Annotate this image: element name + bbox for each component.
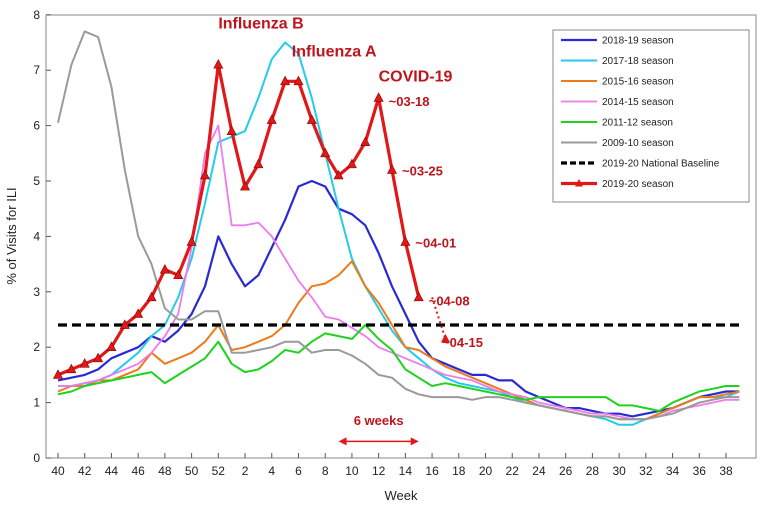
x-tick-label: 2 — [242, 464, 249, 478]
series-line-2011-12-season — [57, 324, 740, 412]
x-tick-label: 40 — [51, 464, 65, 478]
annotation-label: ~03-18 — [389, 94, 430, 109]
data-point — [320, 147, 331, 158]
x-tick-label: 30 — [612, 464, 626, 478]
y-tick-label: 1 — [33, 396, 40, 410]
x-tick-label: 52 — [212, 464, 226, 478]
span-label: 6 weeks — [354, 413, 404, 428]
series-layer — [53, 30, 740, 426]
legend-label: 2015-16 season — [602, 77, 674, 88]
annotation-label: Influenza A — [292, 43, 377, 60]
data-point — [199, 169, 210, 180]
x-tick-label: 46 — [131, 464, 145, 478]
data-point — [66, 363, 77, 374]
x-tick-label: 36 — [693, 464, 707, 478]
data-point — [146, 291, 157, 302]
x-tick-label: 44 — [105, 464, 119, 478]
data-point — [373, 92, 384, 102]
data-point — [159, 263, 170, 274]
data-point — [360, 136, 371, 147]
annotation-label: ~03-25 — [402, 163, 443, 178]
x-tick-label: 48 — [158, 464, 172, 478]
projection-point — [440, 333, 450, 343]
series-line-2019-20-season — [57, 63, 421, 377]
y-axis-title: % of Visits for ILI — [4, 187, 19, 284]
data-point — [93, 352, 104, 363]
legend-marker — [575, 179, 583, 187]
x-tick-label: 14 — [399, 464, 413, 478]
data-point — [213, 59, 224, 69]
annotation-label: ~04-08 — [429, 294, 470, 309]
data-point — [79, 358, 90, 368]
series-line-2017-18-season — [58, 41, 740, 426]
span-arrow-right — [410, 437, 419, 446]
x-tick-label: 8 — [322, 464, 329, 478]
span-arrow-left — [338, 437, 347, 446]
data-point — [240, 180, 251, 191]
data-point — [293, 75, 304, 86]
x-tick-label: 50 — [185, 464, 199, 478]
data-point — [346, 158, 357, 169]
data-point — [53, 369, 63, 379]
legend-label: 2009-10 season — [602, 138, 674, 149]
y-tick-label: 6 — [33, 119, 40, 133]
data-point — [186, 236, 197, 246]
data-point — [253, 158, 264, 169]
x-tick-label: 10 — [345, 464, 359, 478]
y-tick-label: 7 — [33, 63, 40, 77]
x-tick-label: 16 — [425, 464, 439, 478]
data-point — [226, 125, 237, 135]
x-tick-label: 32 — [639, 464, 653, 478]
x-tick-label: 24 — [532, 464, 546, 478]
y-tick-label: 0 — [33, 451, 40, 465]
legend-label: 2019-20 season — [602, 179, 674, 190]
annotation-label: Influenza B — [218, 16, 303, 33]
annotation-label: ~04-15 — [442, 335, 483, 350]
data-point — [400, 236, 411, 246]
data-point — [306, 114, 317, 124]
x-tick-label: 42 — [78, 464, 92, 478]
data-point — [173, 269, 184, 279]
legend-label: 2019-20 National Baseline — [602, 159, 720, 170]
x-tick-label: 22 — [506, 464, 520, 478]
data-point — [266, 114, 277, 124]
x-axis-title: Week — [385, 488, 418, 503]
data-point — [387, 164, 397, 174]
y-tick-label: 3 — [33, 285, 40, 299]
legend-label: 2014-15 season — [602, 97, 674, 108]
x-tick-label: 34 — [666, 464, 680, 478]
legend-box — [552, 29, 750, 203]
series-line-2018-19-season — [57, 179, 740, 418]
data-point — [333, 169, 344, 180]
x-tick-label: 38 — [719, 464, 733, 478]
data-point — [280, 75, 291, 86]
projection-line — [431, 297, 447, 340]
legend-label: 2011-12 season — [602, 118, 673, 129]
legend: 2018-19 season 2017-18 season 2015-16 seas… — [552, 29, 750, 203]
y-tick-label: 8 — [33, 8, 40, 22]
series-line-2009-10-season — [57, 30, 740, 421]
x-tick-label: 4 — [268, 464, 275, 478]
x-tick-label: 26 — [559, 464, 573, 478]
y-tick-label: 4 — [33, 229, 40, 243]
data-point — [413, 291, 424, 302]
data-point — [133, 308, 144, 318]
x-tick-label: 6 — [295, 464, 302, 478]
legend-label: 2017-18 season — [602, 56, 674, 67]
y-tick-label: 2 — [33, 340, 40, 354]
x-tick-label: 28 — [586, 464, 600, 478]
annotation-label: COVID-19 — [379, 68, 453, 85]
x-tick-label: 12 — [372, 464, 386, 478]
x-tick-label: 18 — [452, 464, 466, 478]
annotation-label: ~04-01 — [415, 235, 456, 250]
x-tick-label: 20 — [479, 464, 493, 478]
y-tick-label: 5 — [33, 174, 40, 188]
legend-label: 2018-19 season — [602, 36, 674, 47]
data-point — [119, 319, 130, 329]
data-point — [106, 341, 117, 352]
